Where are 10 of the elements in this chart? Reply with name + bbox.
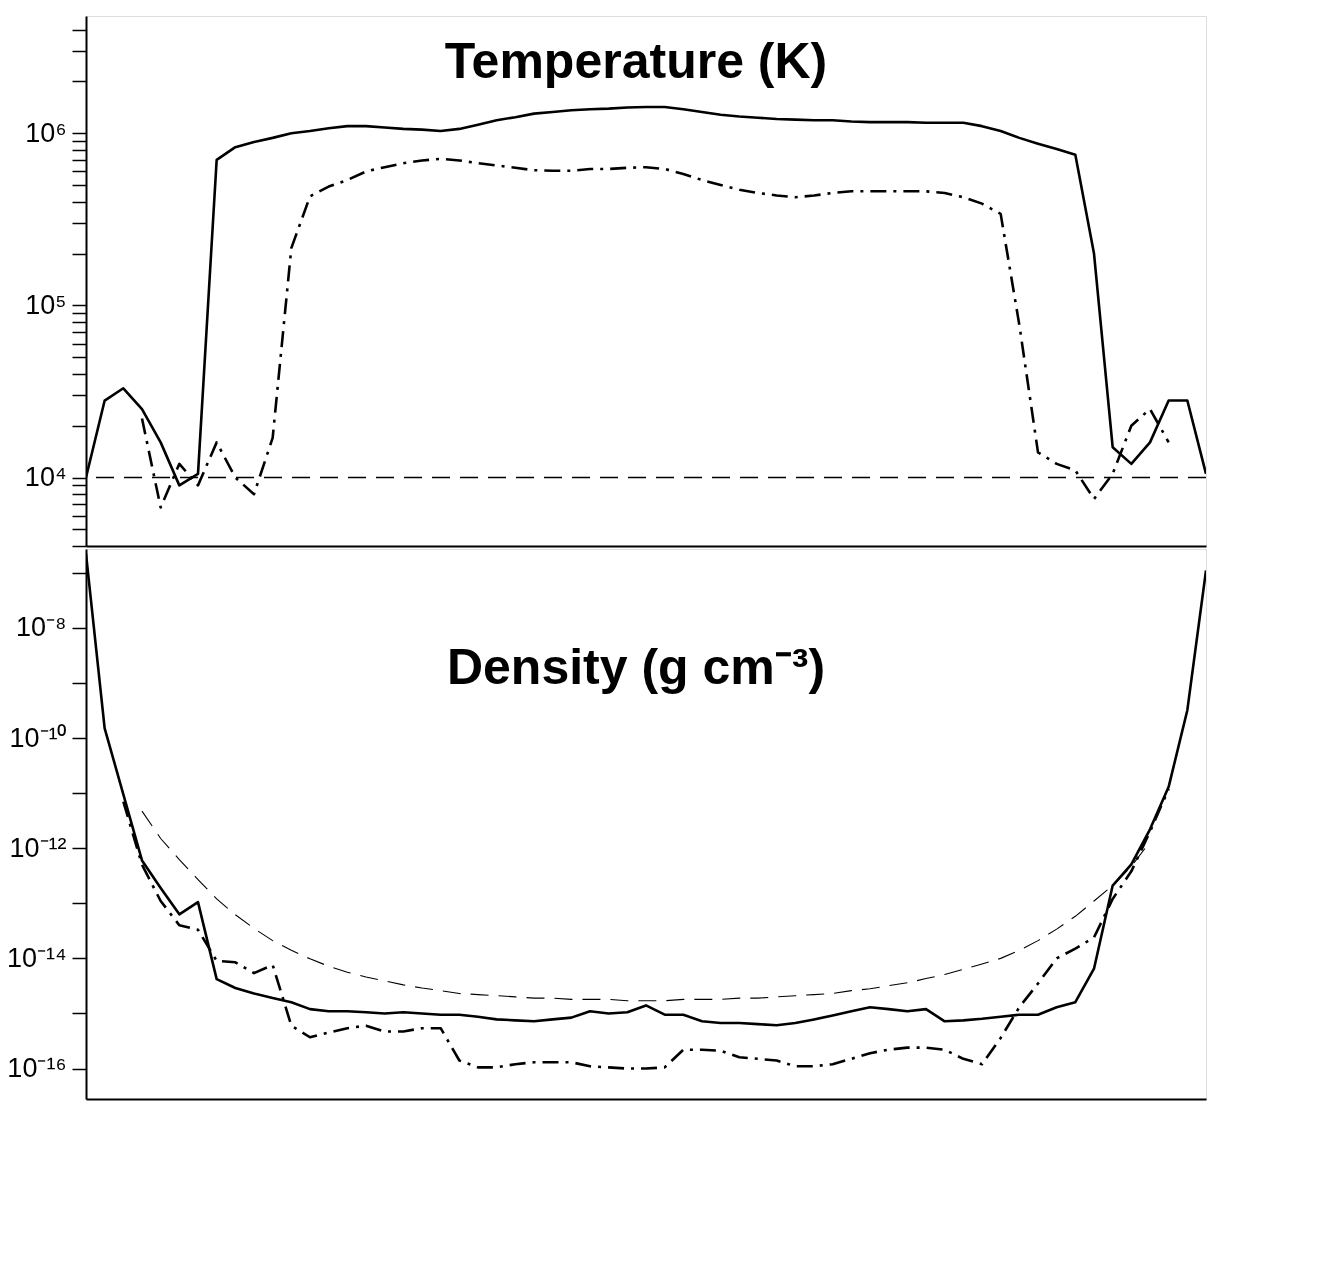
- text: Density (g cm⁻³): [446, 639, 826, 695]
- y-tick-label: 10⁻¹²: [9, 832, 67, 863]
- y-tick-label: 10⁶: [25, 117, 67, 148]
- y-tick-label: 10⁴: [24, 462, 67, 493]
- y-tick-label: 10⁻¹⁶: [7, 1053, 67, 1084]
- y-tick-label: 10⁻¹⁴: [6, 942, 67, 973]
- y-tick-label: 10⁻⁸: [16, 612, 67, 643]
- chart-title: Temperature (K): [444, 33, 828, 89]
- y-tick-label: 10⁻¹⁰: [9, 722, 67, 753]
- y-tick-label: 10⁵: [25, 289, 67, 320]
